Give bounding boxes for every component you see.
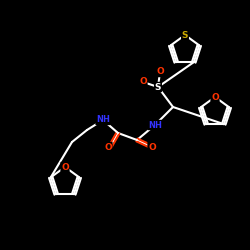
Text: O: O <box>61 162 69 172</box>
Text: NH: NH <box>96 116 110 124</box>
Text: O: O <box>211 92 219 102</box>
Text: O: O <box>139 78 147 86</box>
Text: O: O <box>148 142 156 152</box>
Text: S: S <box>155 82 161 92</box>
Text: O: O <box>156 68 164 76</box>
Text: NH: NH <box>148 120 162 130</box>
Text: O: O <box>104 142 112 152</box>
Text: S: S <box>182 30 188 40</box>
